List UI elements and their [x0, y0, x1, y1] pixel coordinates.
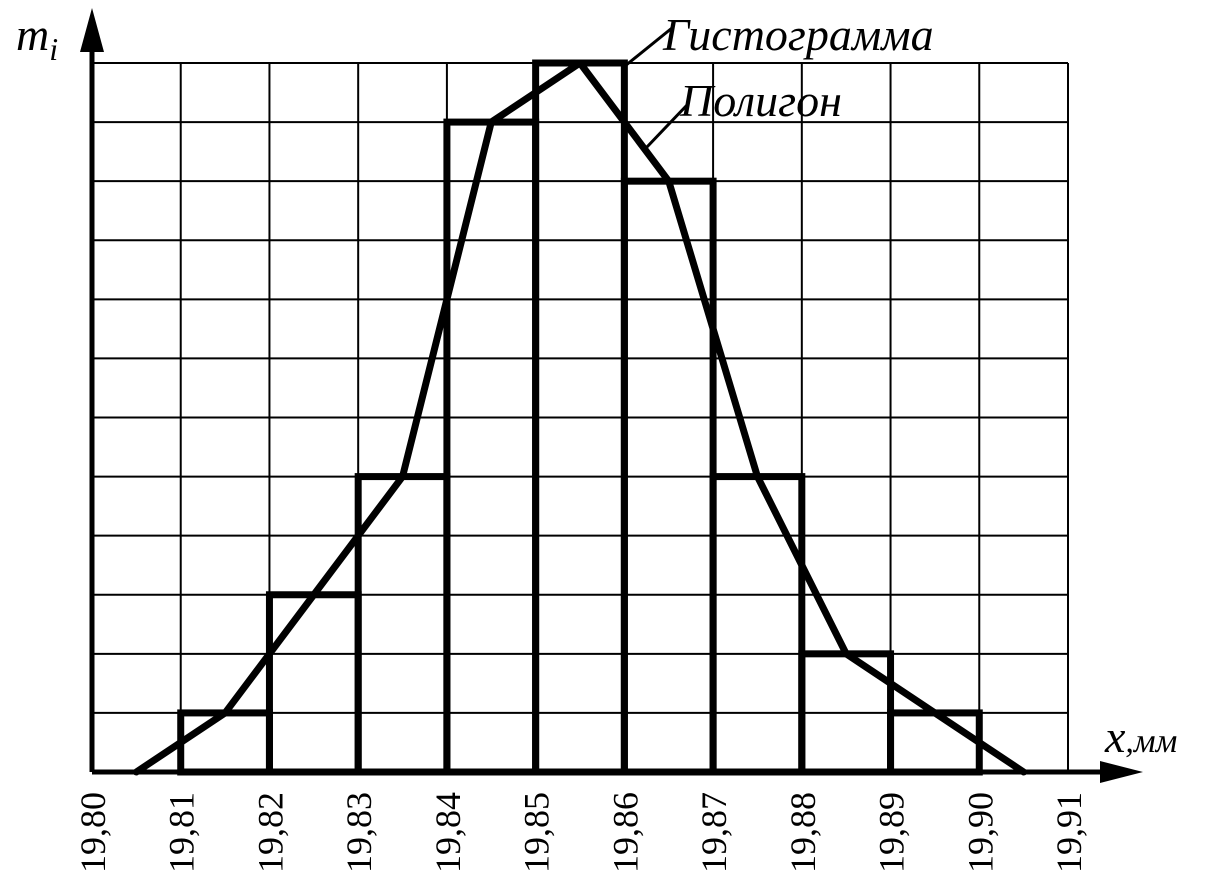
- histogram-bar: [887, 709, 983, 776]
- x-tick-label: 19,85: [517, 792, 557, 873]
- legend-polygon-label: Полигон: [679, 75, 842, 126]
- grid: [92, 62, 1069, 772]
- y-axis-arrow: [80, 8, 104, 52]
- x-axis-label-main: x: [1104, 711, 1126, 762]
- legend: Гистограмма Полигон: [624, 9, 934, 150]
- y-axis-label: mi: [16, 9, 58, 67]
- x-axis-label-unit: ,мм: [1125, 723, 1177, 760]
- x-tick-label: 19,81: [162, 792, 202, 873]
- x-tick-label: 19,88: [783, 792, 823, 873]
- axes: [80, 8, 1143, 783]
- y-axis-label-subscript: i: [49, 31, 58, 67]
- polygon: [132, 59, 1028, 776]
- x-tick-label: 19,91: [1049, 792, 1089, 873]
- legend-histogram-leader: [624, 26, 673, 68]
- polygon-line: [132, 59, 1028, 776]
- x-tick-labels: 19,80 19,81 19,82 19,83 19,84 19,85 19,86 19,87…: [73, 792, 1089, 873]
- histogram-bar: [265, 591, 362, 776]
- x-tick-label: 19,90: [960, 792, 1000, 873]
- x-tick-label: 19,82: [250, 792, 290, 873]
- x-tick-label: 19,83: [339, 792, 379, 873]
- legend-histogram-label: Гистограмма: [662, 9, 934, 60]
- x-axis-arrow: [1100, 761, 1143, 783]
- x-tick-label: 19,87: [694, 792, 734, 873]
- axis-labels: mi x,мм: [16, 9, 1177, 762]
- y-axis-label-main: m: [16, 9, 49, 60]
- x-axis-label: x,мм: [1104, 711, 1177, 762]
- histogram-bar: [177, 709, 273, 776]
- x-tick-label: 19,89: [872, 792, 912, 873]
- histogram-bar: [709, 473, 806, 776]
- histogram-bar: [443, 118, 540, 776]
- x-tick-label: 19,80: [73, 792, 113, 873]
- x-tick-label: 19,86: [605, 792, 645, 873]
- legend-polygon-leader: [644, 102, 690, 150]
- x-tick-label: 19,84: [428, 792, 468, 873]
